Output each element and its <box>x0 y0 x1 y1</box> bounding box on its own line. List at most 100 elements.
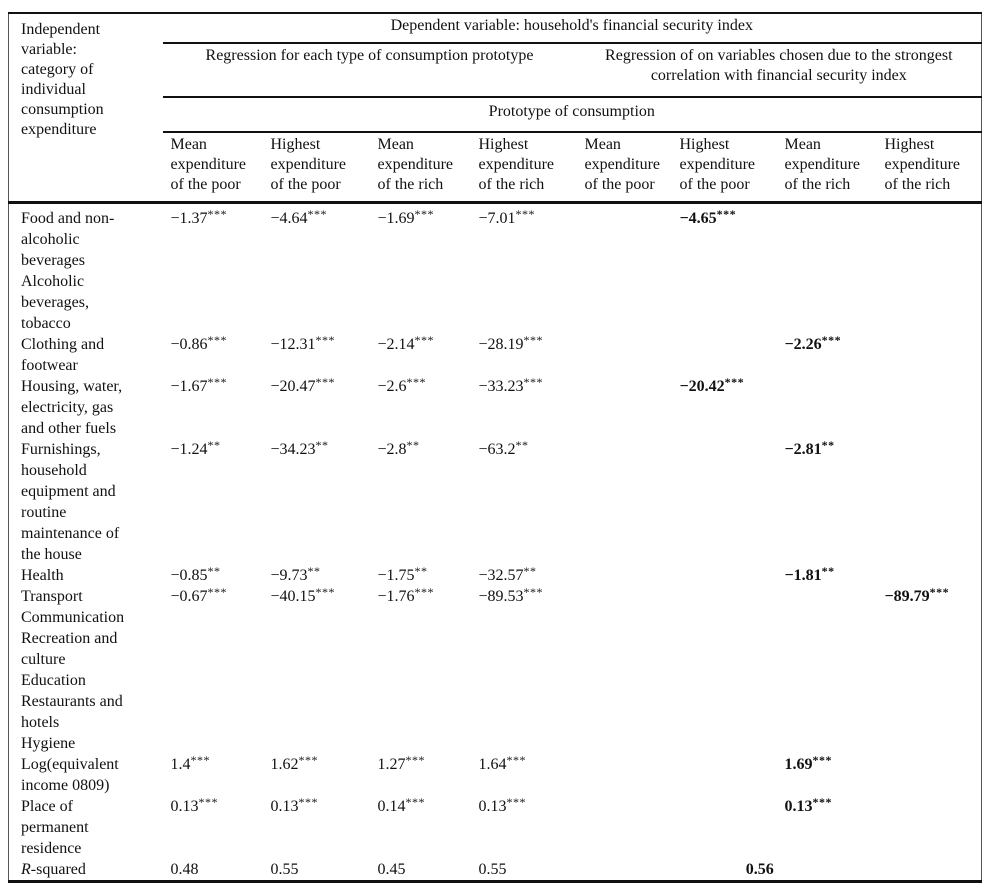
significance-stars: ** <box>821 564 835 578</box>
significance-stars: *** <box>414 333 435 347</box>
significance-stars: *** <box>414 207 435 221</box>
significance-stars: *** <box>315 333 336 347</box>
empty-cell <box>577 376 672 439</box>
table-row: Food and non-alcoholic beverages −1.37***… <box>9 203 982 272</box>
empty-cell <box>263 733 370 754</box>
empty-cell <box>877 271 982 334</box>
header-row-groups: Regression for each type of consumption … <box>9 43 982 98</box>
group-header-regression1: Regression for each type of consumption … <box>162 43 577 98</box>
significance-stars: ** <box>315 438 329 452</box>
coefficient-cell: −20.42*** <box>679 375 745 395</box>
table-row: Communication <box>9 607 982 628</box>
table-row: Clothing and footwear −0.86*** −12.31*** −2… <box>9 334 982 376</box>
empty-cell <box>263 691 370 733</box>
empty-cell <box>471 670 577 691</box>
coefficient-cell: −0.85** <box>170 564 221 584</box>
row-label: Alcoholic beverages, tobacco <box>21 273 89 332</box>
header-row-prototype: Prototype of consumption <box>9 97 982 133</box>
coefficient-cell: −2.81** <box>784 438 835 458</box>
row-label: Transport <box>21 588 83 605</box>
empty-cell <box>163 670 263 691</box>
empty-cell <box>672 565 777 586</box>
coefficient-cell: −32.57** <box>478 564 537 584</box>
coefficient-cell: −89.53*** <box>478 585 544 605</box>
significance-stars: *** <box>190 753 210 767</box>
coefficient-cell: −1.75** <box>377 564 428 584</box>
significance-stars: *** <box>207 333 228 347</box>
significance-stars: *** <box>523 333 544 347</box>
coefficient-cell: −2.26*** <box>784 333 842 353</box>
table-row: Recreation and culture <box>9 628 982 670</box>
coefficient-cell: −1.67*** <box>170 375 228 395</box>
empty-cell <box>877 203 982 272</box>
empty-cell <box>577 754 672 796</box>
row-label: Recreation and culture <box>21 630 118 668</box>
empty-cell <box>672 691 777 733</box>
empty-cell <box>777 607 877 628</box>
row-label: R-squared <box>21 861 86 878</box>
empty-cell <box>471 607 577 628</box>
table-header: Independent variable: category of indivi… <box>8 13 982 204</box>
table-row: Restaurants and hotels <box>9 691 982 733</box>
empty-cell <box>877 334 982 376</box>
empty-cell <box>672 796 777 859</box>
coefficient-cell: 0.45 <box>377 861 406 878</box>
r-squared-regression2-cell: 0.56 <box>745 861 774 878</box>
empty-cell <box>263 607 370 628</box>
coefficient-cell: 1.62*** <box>270 753 318 773</box>
table-body: Food and non-alcoholic beverages −1.37***… <box>9 203 982 882</box>
table-row: Transport −0.67*** −40.15*** −1.76*** −89.53… <box>9 586 982 607</box>
column-header: Highest expenditure of the rich <box>876 132 982 204</box>
empty-cell <box>777 691 877 733</box>
significance-stars: *** <box>515 207 536 221</box>
empty-cell <box>672 271 777 334</box>
empty-cell <box>163 691 263 733</box>
significance-stars: *** <box>405 753 425 767</box>
coefficient-cell: −1.37*** <box>170 207 228 227</box>
empty-cell <box>577 271 672 334</box>
column-header: Highest expenditure of the rich <box>470 132 577 204</box>
empty-cell <box>672 439 777 565</box>
significance-stars: *** <box>298 753 318 767</box>
empty-cell <box>877 733 982 754</box>
significance-stars: ** <box>207 564 221 578</box>
empty-cell <box>777 628 877 670</box>
column-header: Highest expenditure of the poor <box>671 132 777 204</box>
empty-cell <box>877 376 982 439</box>
empty-cell <box>877 754 982 796</box>
coefficient-cell: 0.55 <box>478 861 507 878</box>
row-label: Restaurants and hotels <box>21 693 123 731</box>
empty-cell <box>777 271 877 334</box>
group-header-regression2: Regression of on variables chosen due to… <box>576 43 982 98</box>
row-label: Hygiene <box>21 735 76 752</box>
coefficient-cell: −2.14*** <box>377 333 435 353</box>
coefficient-cell: −2.6*** <box>377 375 427 395</box>
coefficient-cell: 0.13*** <box>478 795 526 815</box>
significance-stars: *** <box>506 753 526 767</box>
empty-cell <box>777 203 877 272</box>
row-label: Food and non-alcoholic beverages <box>21 210 115 269</box>
table-row: Place of permanent residence 0.13*** 0.13*… <box>9 796 982 859</box>
empty-cell <box>471 691 577 733</box>
coefficient-cell: −1.81** <box>784 564 835 584</box>
significance-stars: *** <box>523 375 544 389</box>
empty-cell <box>370 670 471 691</box>
table-row: Log(equivalent income 0809) 1.4*** 1.62***… <box>9 754 982 796</box>
empty-cell <box>163 733 263 754</box>
empty-cell <box>877 691 982 733</box>
empty-cell <box>877 796 982 859</box>
empty-cell <box>577 670 672 691</box>
coefficient-cell: −2.8** <box>377 438 420 458</box>
significance-stars: *** <box>716 207 737 221</box>
coefficient-cell: −12.31*** <box>270 333 336 353</box>
empty-cell <box>672 733 777 754</box>
empty-cell <box>263 628 370 670</box>
table-row: Housing, water, electricity, gas and oth… <box>9 376 982 439</box>
coefficient-cell: 1.27*** <box>377 753 425 773</box>
dependent-variable-header: Dependent variable: household's financia… <box>162 13 982 44</box>
table-row: Health −0.85** −9.73** −1.75** −32.57** −1.81… <box>9 565 982 586</box>
empty-cell <box>370 628 471 670</box>
empty-cell <box>370 607 471 628</box>
significance-stars: ** <box>414 564 428 578</box>
significance-stars: *** <box>207 585 228 599</box>
